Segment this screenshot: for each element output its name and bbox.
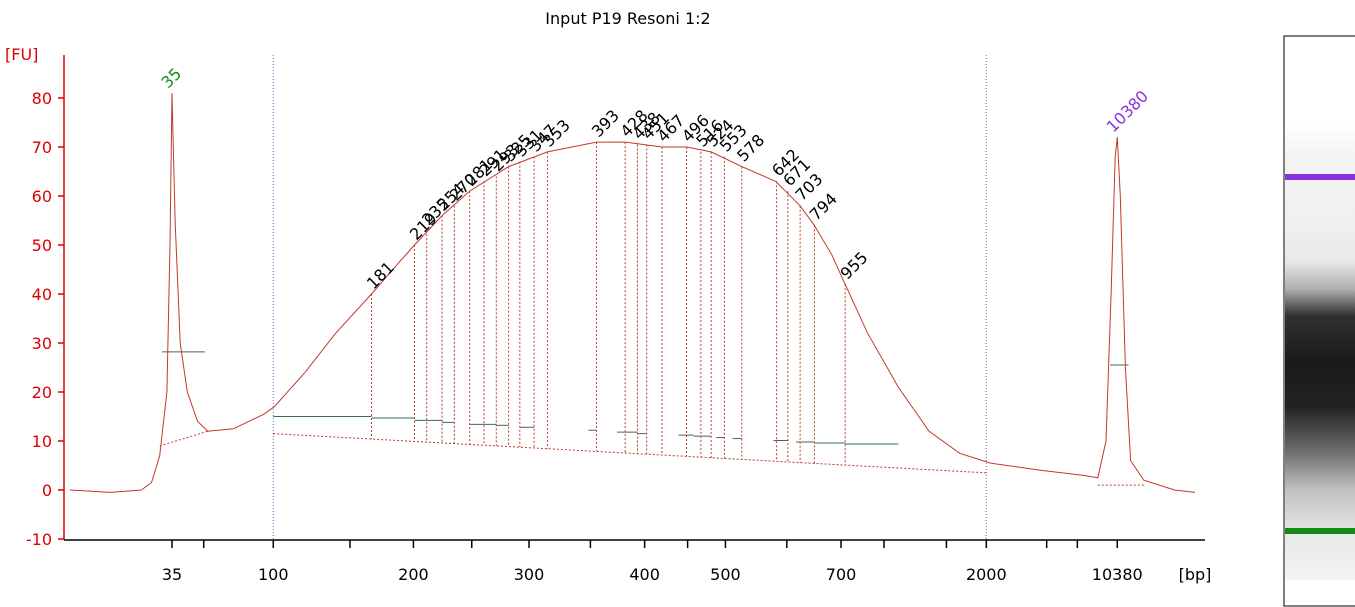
x-tick-label: 2000 <box>966 565 1007 584</box>
marker-peak-label: 10380 <box>1103 87 1152 136</box>
y-tick-label: 50 <box>32 236 52 255</box>
electropherogram-trace <box>69 93 1196 493</box>
y-tick-label: 60 <box>32 187 52 206</box>
chart-title: Input P19 Resoni 1:2 <box>545 9 710 28</box>
gel-upper-marker-band <box>1285 174 1355 180</box>
smear-baseline <box>273 433 987 474</box>
gel-lower-marker-band <box>1285 528 1355 534</box>
y-tick-label: 30 <box>32 334 52 353</box>
peak-drop-lines <box>159 142 1144 486</box>
marker-peak-label: 35 <box>157 64 185 92</box>
y-tick-label: 70 <box>32 138 52 157</box>
y-ticks: -10 0 10 20 30 40 50 60 70 80 <box>26 89 64 549</box>
x-tick-label: 200 <box>398 565 429 584</box>
x-tick-label: 400 <box>629 565 660 584</box>
x-tick-label: 300 <box>514 565 545 584</box>
fragment-peak-label: 181 <box>363 258 398 293</box>
x-axis-label: [bp] <box>1179 565 1212 584</box>
gel-lane-smear <box>1285 125 1355 580</box>
x-tick-label: 500 <box>710 565 741 584</box>
y-tick-label: 10 <box>32 432 52 451</box>
baseline-segments <box>162 351 1129 445</box>
y-tick-label: -10 <box>26 530 52 549</box>
y-axis-label: [FU] <box>5 45 38 64</box>
x-ticks: 35 100 200 300 400 500 700 2000 10380 <box>162 540 1143 584</box>
x-tick-label: 700 <box>826 565 857 584</box>
x-tick-label: 35 <box>162 565 182 584</box>
fragment-peak-label: 393 <box>588 106 623 141</box>
gel-lane <box>1283 35 1355 607</box>
y-tick-label: 0 <box>42 481 52 500</box>
y-tick-label: 40 <box>32 285 52 304</box>
y-tick-label: 80 <box>32 89 52 108</box>
x-tick-label: 10380 <box>1092 565 1143 584</box>
y-tick-label: 20 <box>32 383 52 402</box>
lower-marker-baseline <box>159 430 208 447</box>
x-tick-label: 100 <box>258 565 289 584</box>
